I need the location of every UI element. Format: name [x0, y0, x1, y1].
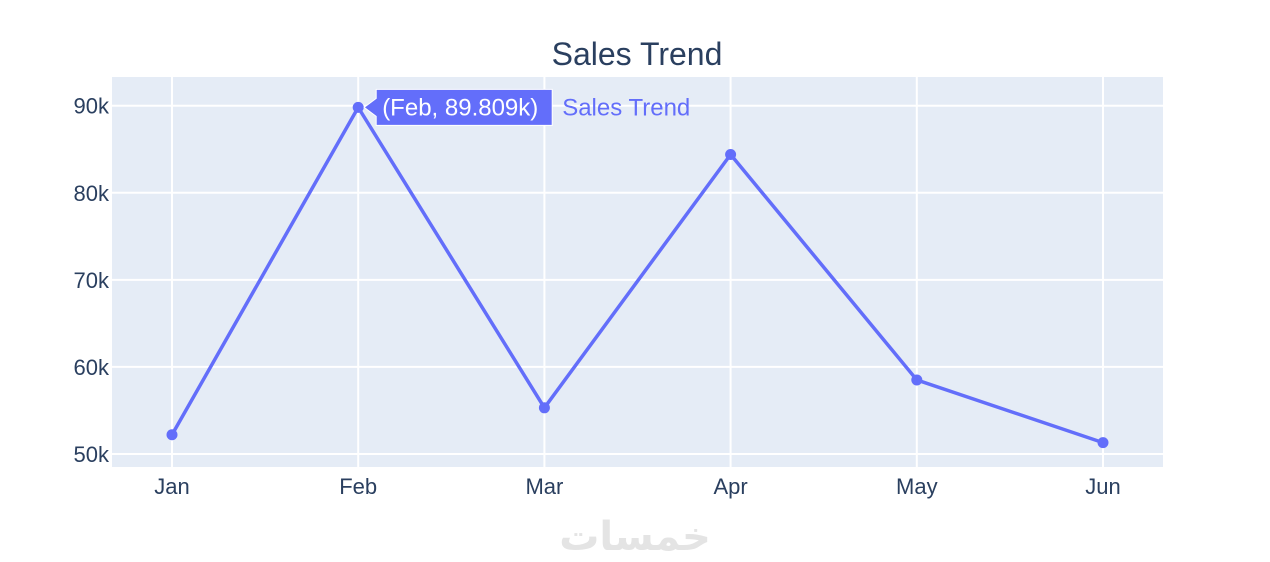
x-tick-label: Mar — [525, 474, 563, 499]
data-point[interactable] — [1097, 437, 1109, 449]
hover-label: (Feb, 89.809k) Sales Trend — [363, 88, 690, 126]
y-tick-label: 80k — [74, 181, 110, 206]
series-line — [170, 105, 1104, 445]
y-tick-label: 50k — [74, 442, 110, 467]
y-tick-label: 70k — [74, 268, 110, 293]
x-tick-label: Jun — [1085, 474, 1120, 499]
x-tick-label: Feb — [339, 474, 377, 499]
watermark-logo: خمسات — [559, 514, 711, 560]
x-tick-label: May — [896, 474, 938, 499]
data-point[interactable] — [166, 429, 178, 441]
hover-tooltip: (Feb, 89.809k) Sales Trend — [363, 88, 690, 126]
x-tick-label: Jan — [154, 474, 189, 499]
x-axis-ticks: Jan Feb Mar Apr May Jun — [154, 474, 1120, 499]
hover-value-text: (Feb, 89.809k) — [382, 94, 538, 121]
y-tick-label: 90k — [74, 94, 110, 119]
y-axis-ticks: 50k 60k 70k 80k 90k — [74, 94, 110, 467]
plot-area[interactable] — [112, 77, 1163, 467]
data-point[interactable] — [352, 101, 364, 113]
data-point[interactable] — [725, 148, 737, 160]
series-sales-trend — [166, 101, 1109, 449]
hover-series-name: Sales Trend — [562, 94, 690, 121]
x-tick-label: Apr — [713, 474, 747, 499]
chart-title: Sales Trend — [552, 36, 723, 72]
hover-box — [363, 88, 553, 126]
data-point[interactable] — [538, 402, 550, 414]
grid-lines — [112, 77, 1163, 467]
data-point[interactable] — [911, 374, 923, 386]
y-tick-label: 60k — [74, 355, 110, 380]
